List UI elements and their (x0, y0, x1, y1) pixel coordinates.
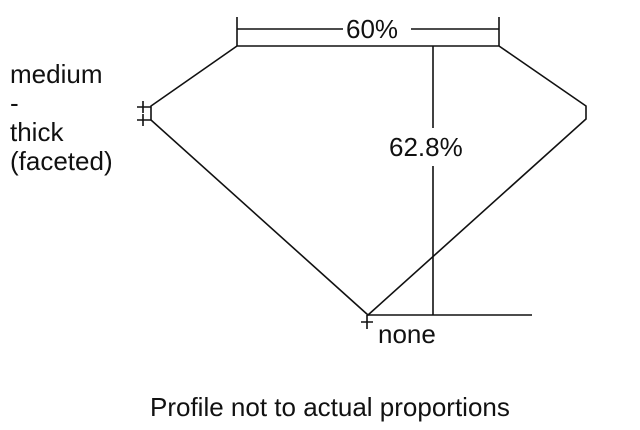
culet-label: none (378, 319, 436, 349)
culet-marker-icon (361, 315, 373, 329)
girdle-label-line: (faceted) (10, 146, 113, 176)
table-percent-label: 60% (346, 14, 399, 44)
depth-percent-label: 62.8% (389, 132, 463, 162)
girdle-label-line: thick (10, 117, 64, 147)
gem-outline (150, 45, 587, 317)
girdle-label-line: - (10, 88, 19, 118)
girdle-label: medium - thick (faceted) (10, 60, 113, 176)
caption: Profile not to actual proportions (150, 392, 510, 422)
girdle-marker-icon (137, 101, 151, 126)
girdle-label-line: medium (10, 59, 103, 89)
